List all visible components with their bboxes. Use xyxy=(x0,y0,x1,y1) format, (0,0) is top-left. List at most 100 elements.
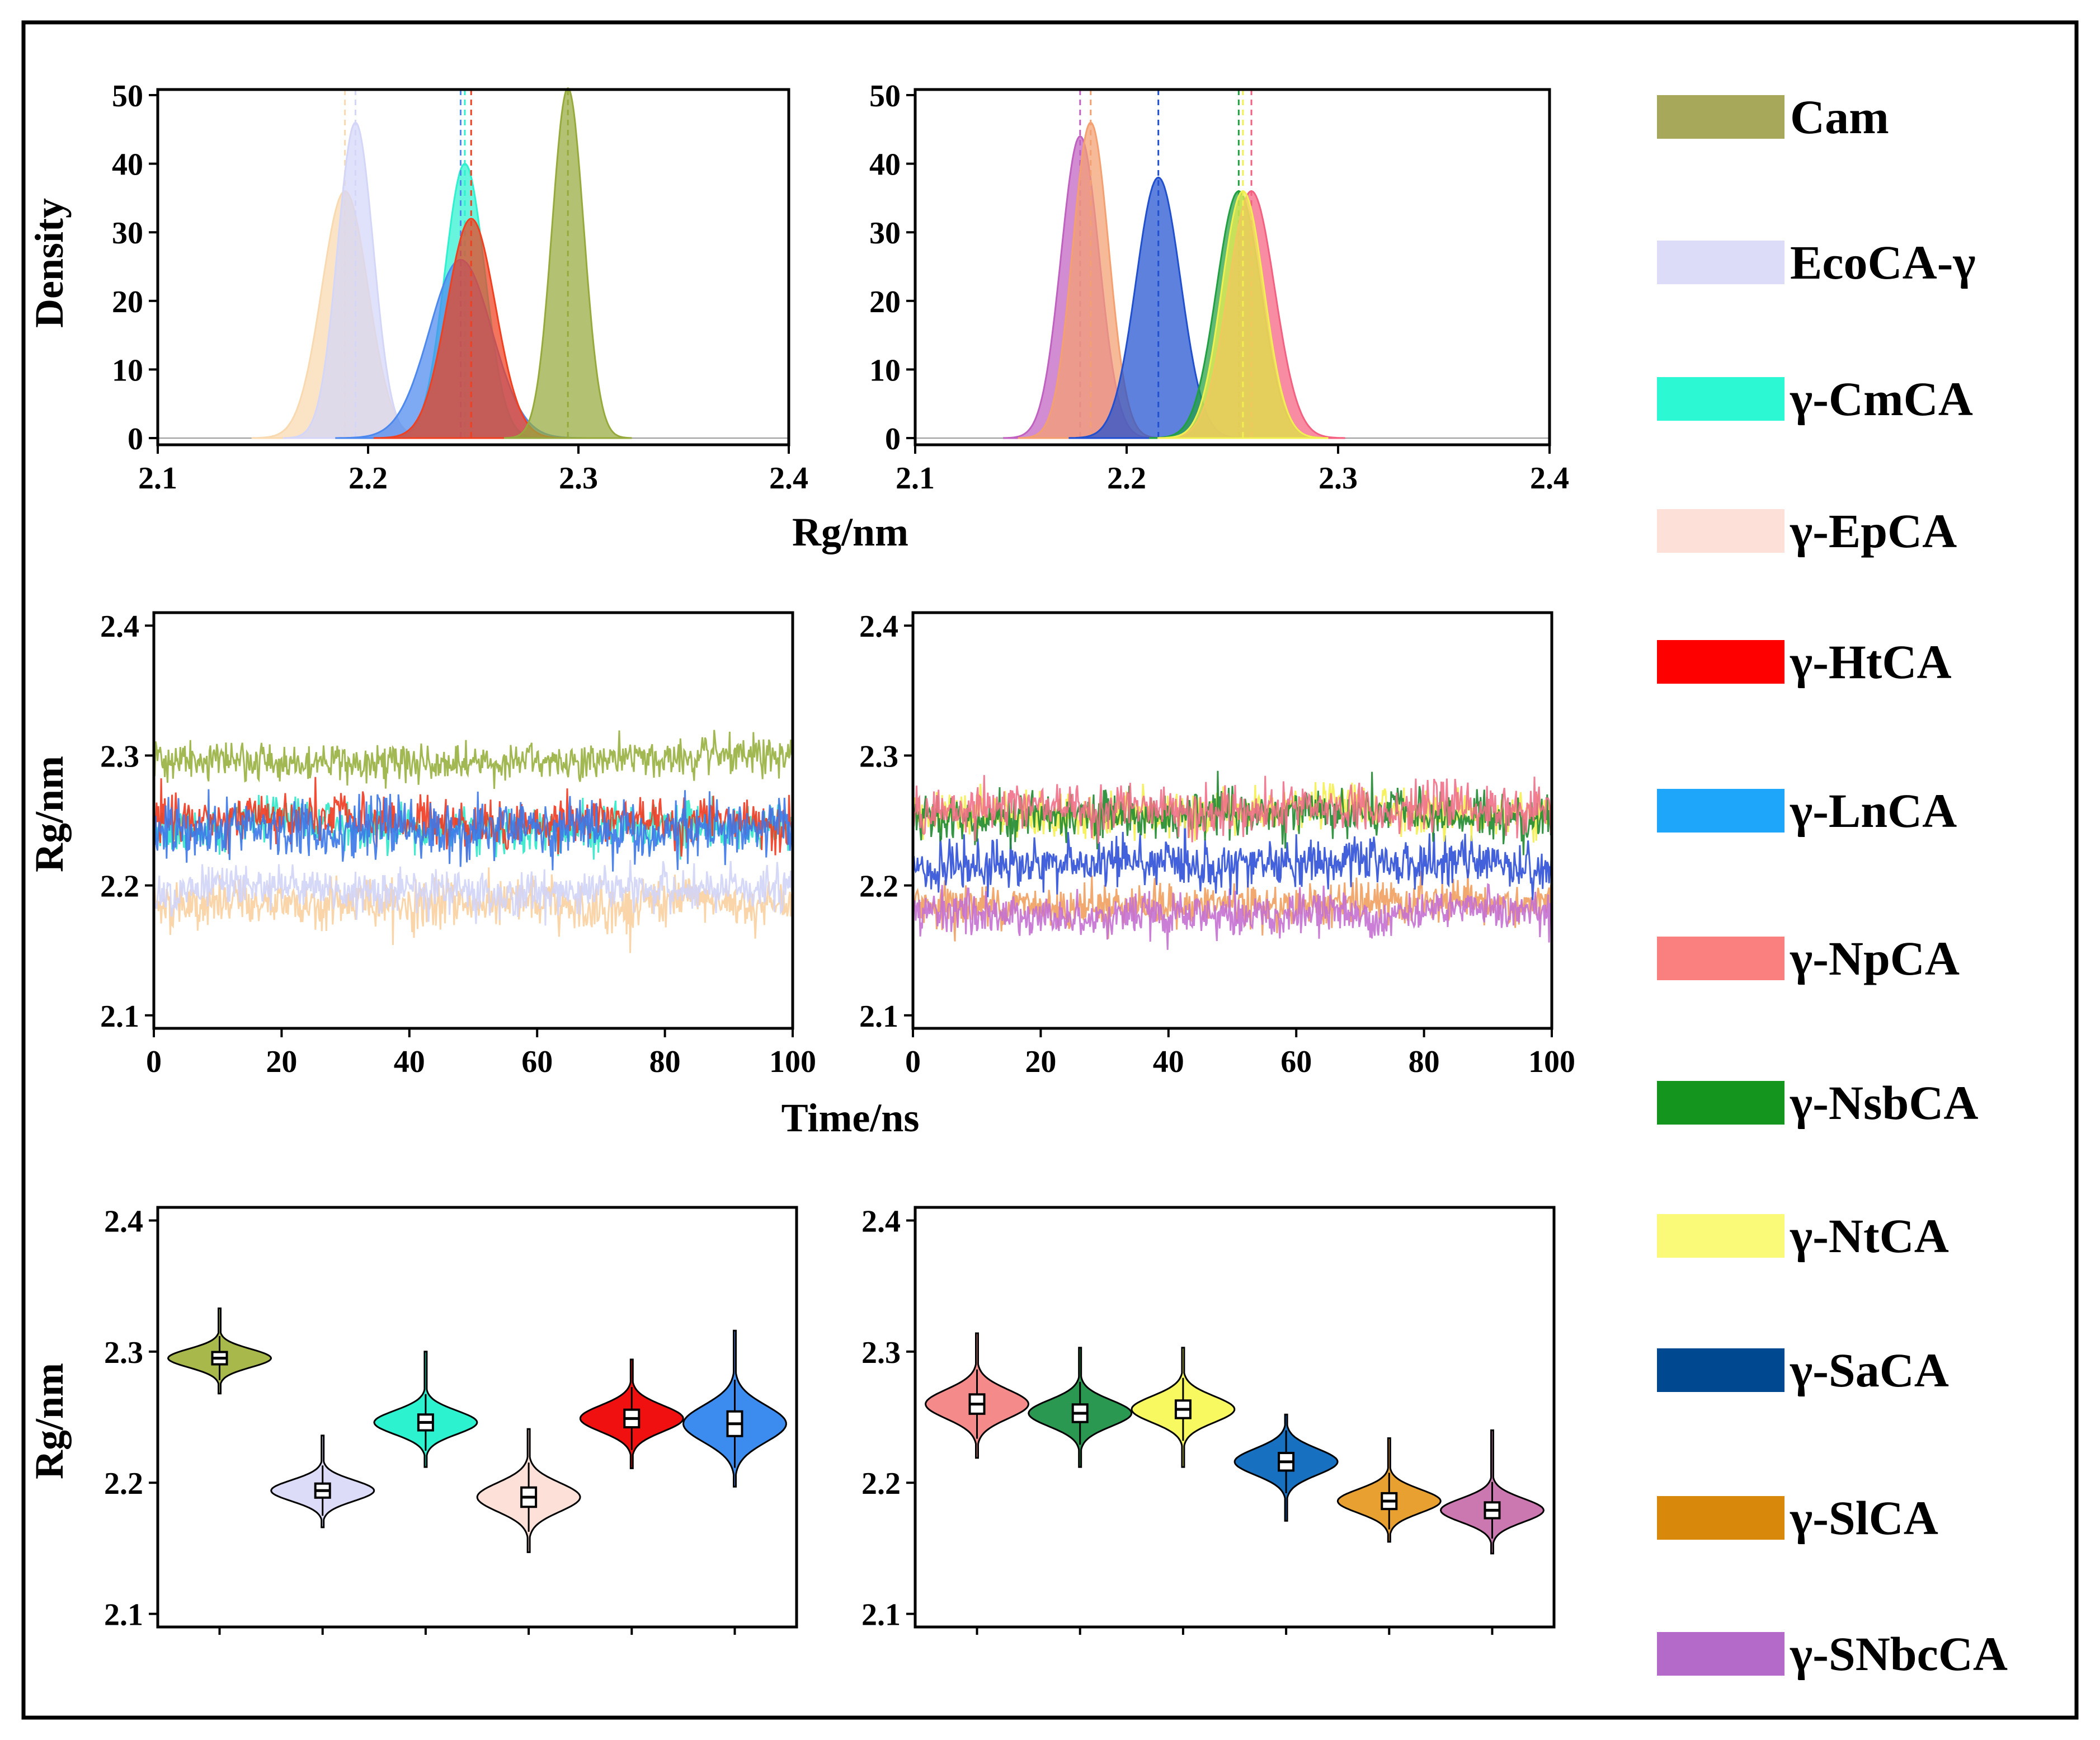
plot-frame xyxy=(911,611,1553,1030)
plot-frame xyxy=(914,1206,1556,1629)
y-tick-label: 2.4 xyxy=(861,1204,901,1239)
time-left-panel: 2.1 2.2 2.3 2.4 0 20 40 60 80 100 xyxy=(100,609,816,1079)
x-tick-label: 100 xyxy=(769,1045,816,1079)
legend-swatch xyxy=(1657,95,1784,139)
x-tick-label: 100 xyxy=(1528,1045,1575,1079)
density-xlabel: Rg/nm xyxy=(792,510,908,554)
x-tick-label: 60 xyxy=(1280,1045,1312,1079)
y-tick-label: 2.2 xyxy=(861,1466,901,1501)
y-tick-label: 2.3 xyxy=(100,739,139,774)
legend-swatch xyxy=(1657,1348,1784,1392)
x-tick-label: 2.2 xyxy=(349,461,388,496)
y-tick-label: 2.4 xyxy=(100,609,139,644)
y-tick-label: 0 xyxy=(885,422,901,457)
legend-label: γ-NsbCA xyxy=(1790,1076,1978,1130)
plot-frame xyxy=(156,1206,798,1629)
x-tick-label: 2.2 xyxy=(1107,461,1146,496)
violin-ylabel: Rg/nm xyxy=(27,1363,72,1479)
y-tick-label: 50 xyxy=(112,79,143,114)
y-tick-label: 2.2 xyxy=(859,869,898,904)
y-tick-label: 2.2 xyxy=(100,869,139,904)
violin-right-panel: 2.1 2.2 2.3 2.4 xyxy=(861,1204,1556,1635)
y-tick-label: 50 xyxy=(869,79,901,114)
y-tick-label: 20 xyxy=(112,285,143,319)
x-tick-label: 20 xyxy=(266,1045,297,1079)
legend-swatch xyxy=(1657,1496,1784,1540)
y-tick-label: 2.1 xyxy=(859,999,898,1034)
trajectory-lines xyxy=(154,730,793,953)
time-ylabel: Rg/nm xyxy=(27,756,72,872)
x-tick-label: 0 xyxy=(146,1045,162,1079)
x-tick-label: 2.3 xyxy=(1319,461,1358,496)
legend-label: γ-EpCA xyxy=(1790,504,1957,558)
y-tick-label: 2.3 xyxy=(104,1335,143,1370)
legend-swatch xyxy=(1657,1632,1784,1676)
y-tick-label: 30 xyxy=(112,216,143,251)
rg-trajectory-line xyxy=(154,789,793,872)
y-tick-label: 40 xyxy=(112,148,143,182)
legend-swatch xyxy=(1657,509,1784,553)
trajectory-lines xyxy=(913,770,1552,950)
density-left-panel: 0 10 20 30 40 50 2.1 2.2 2.3 2.4 xyxy=(112,79,808,496)
legend-label: Cam xyxy=(1790,90,1889,144)
plot-frame xyxy=(152,611,794,1030)
x-tick-label: 60 xyxy=(521,1045,553,1079)
y-tick-label: 2.3 xyxy=(859,739,898,774)
density-right-panel: 0 10 20 30 40 50 2.1 2.2 2.3 2.4 xyxy=(869,79,1569,496)
y-tick-label: 2.3 xyxy=(861,1335,901,1370)
violin-left-panel: 2.1 2.2 2.3 2.4 xyxy=(104,1204,798,1635)
y-tick-label: 0 xyxy=(128,422,143,457)
legend-label: γ-SlCA xyxy=(1790,1491,1938,1545)
x-tick-label: 2.1 xyxy=(138,461,177,496)
legend-label: EcoCA-γ xyxy=(1790,236,1976,289)
rg-trajectory-line xyxy=(913,869,1552,942)
y-tick-label: 2.2 xyxy=(104,1466,143,1501)
x-tick-label: 20 xyxy=(1025,1045,1056,1079)
time-right-panel: 2.1 2.2 2.3 2.4 0 20 40 60 80 100 xyxy=(859,609,1575,1079)
y-tick-label: 2.4 xyxy=(859,609,898,644)
x-tick-label: 40 xyxy=(1153,1045,1184,1079)
x-tick-label: 2.1 xyxy=(896,461,935,496)
y-tick-label: 2.1 xyxy=(861,1598,901,1633)
rg-trajectory-line xyxy=(154,730,793,789)
legend-swatch xyxy=(1657,377,1784,421)
x-tick-label: 0 xyxy=(905,1045,921,1079)
legend-swatch xyxy=(1657,241,1784,284)
x-tick-label: 2.4 xyxy=(1530,461,1569,496)
time-xlabel: Time/ns xyxy=(781,1095,920,1140)
y-tick-label: 10 xyxy=(112,353,143,388)
y-tick-label: 2.4 xyxy=(104,1204,143,1239)
legend-label: γ-SNbcCA xyxy=(1790,1627,2008,1681)
x-tick-label: 80 xyxy=(649,1045,681,1079)
legend-swatch xyxy=(1657,1214,1784,1258)
figure-border xyxy=(21,20,2079,1720)
legend-label: γ-HtCA xyxy=(1790,635,1952,689)
legend-swatch xyxy=(1657,789,1784,833)
legend-label: γ-LnCA xyxy=(1790,784,1957,838)
rg-trajectory-line xyxy=(913,811,1552,900)
plot-frame xyxy=(156,88,790,446)
y-tick-label: 30 xyxy=(869,216,901,251)
legend-swatch xyxy=(1657,1081,1784,1125)
plot-frame xyxy=(914,88,1551,446)
rg-trajectory-line xyxy=(154,860,793,926)
legend: Cam EcoCA-γ γ-CmCA γ-EpCA γ-HtCA γ-LnCA γ-NpCA… xyxy=(1657,90,2008,1681)
y-tick-label: 2.1 xyxy=(100,999,139,1034)
legend-swatch xyxy=(1657,640,1784,684)
rg-trajectory-line xyxy=(913,775,1552,844)
rg-trajectory-line xyxy=(913,883,1552,950)
density-ylabel: Density xyxy=(27,198,72,328)
x-tick-label: 80 xyxy=(1409,1045,1440,1079)
y-tick-label: 40 xyxy=(869,148,901,182)
legend-swatch xyxy=(1657,937,1784,980)
y-tick-label: 2.1 xyxy=(104,1598,143,1633)
x-tick-label: 2.4 xyxy=(769,461,808,496)
x-tick-label: 2.3 xyxy=(559,461,598,496)
legend-label: γ-CmCA xyxy=(1790,372,1973,426)
x-tick-label: 40 xyxy=(394,1045,425,1079)
y-tick-label: 20 xyxy=(869,285,901,319)
legend-label: γ-NtCA xyxy=(1790,1209,1949,1263)
legend-label: γ-NpCA xyxy=(1790,932,1960,985)
y-tick-label: 10 xyxy=(869,353,901,388)
